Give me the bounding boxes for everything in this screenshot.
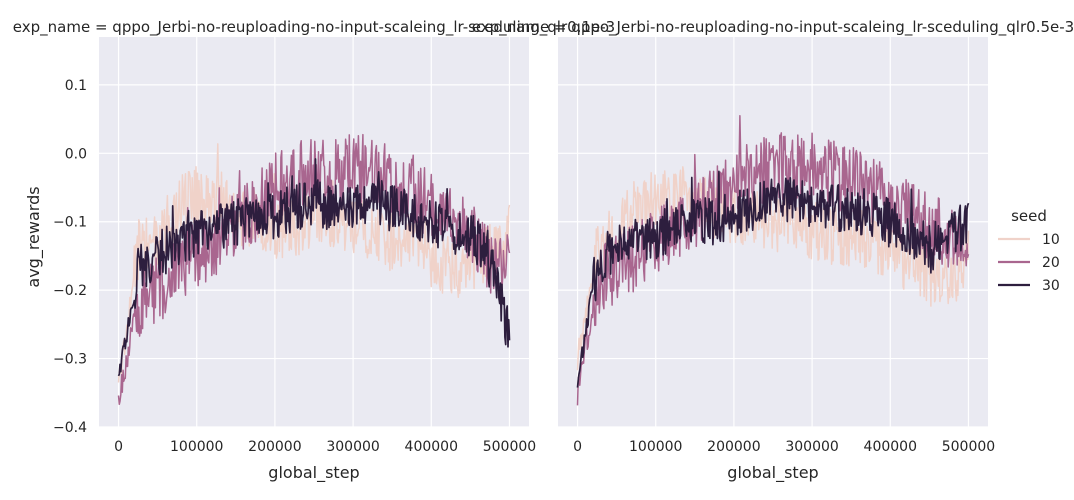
x-tick-label: 200000 (248, 439, 301, 455)
x-tick-label: 100000 (629, 439, 682, 455)
xticks-left: 0 100000 200000 300000 400000 500000 (114, 439, 536, 455)
series-line-seed-10 (117, 143, 511, 383)
x-tick-label: 100000 (170, 439, 223, 455)
y-tick-label: −0.1 (53, 215, 87, 231)
y-tick-label: −0.2 (53, 283, 87, 299)
x-tick-label: 0 (573, 439, 582, 455)
x-tick-label: 300000 (785, 439, 838, 455)
panel-title-right: exp_name = qppo_Jerbi-no-reuploading-no-… (472, 18, 1074, 37)
x-tick-label: 0 (114, 439, 123, 455)
x-axis-label-right: global_step (727, 463, 818, 483)
panel-title-left: exp_name = qppo_Jerbi-no-reuploading-no-… (13, 18, 615, 37)
series-line-seed-30 (117, 158, 511, 377)
x-tick-label: 500000 (483, 439, 536, 455)
x-tick-label: 400000 (864, 439, 917, 455)
legend-title: seed (1011, 207, 1047, 225)
y-tick-label: 0.1 (65, 78, 87, 94)
x-tick-label: 300000 (326, 439, 379, 455)
legend-label-20: 20 (1042, 255, 1060, 271)
xticks-right: 0 100000 200000 300000 400000 500000 (573, 439, 995, 455)
y-tick-label: −0.3 (53, 352, 87, 368)
panel-left: 0 100000 200000 300000 400000 500000 −0.4 −0.3… (13, 18, 615, 483)
x-axis-label-left: global_step (268, 463, 359, 483)
legend: seed 10 20 30 (998, 207, 1060, 294)
x-tick-label: 200000 (707, 439, 760, 455)
yticks-left: −0.4 −0.3 −0.2 −0.1 0.0 0.1 (53, 78, 87, 436)
series-right (576, 114, 970, 406)
y-tick-label: −0.4 (53, 420, 87, 436)
series-line-seed-30 (576, 170, 970, 388)
panel-right: 0 100000 200000 300000 400000 500000 exp_name… (472, 18, 1074, 483)
legend-label-10: 10 (1042, 232, 1060, 248)
series-line-seed-10 (576, 159, 970, 371)
y-tick-label: 0.0 (65, 146, 87, 162)
x-tick-label: 500000 (942, 439, 995, 455)
legend-label-30: 30 (1042, 278, 1060, 294)
x-tick-label: 400000 (405, 439, 458, 455)
series-left (117, 133, 511, 406)
y-axis-label: avg_rewards (24, 186, 44, 287)
